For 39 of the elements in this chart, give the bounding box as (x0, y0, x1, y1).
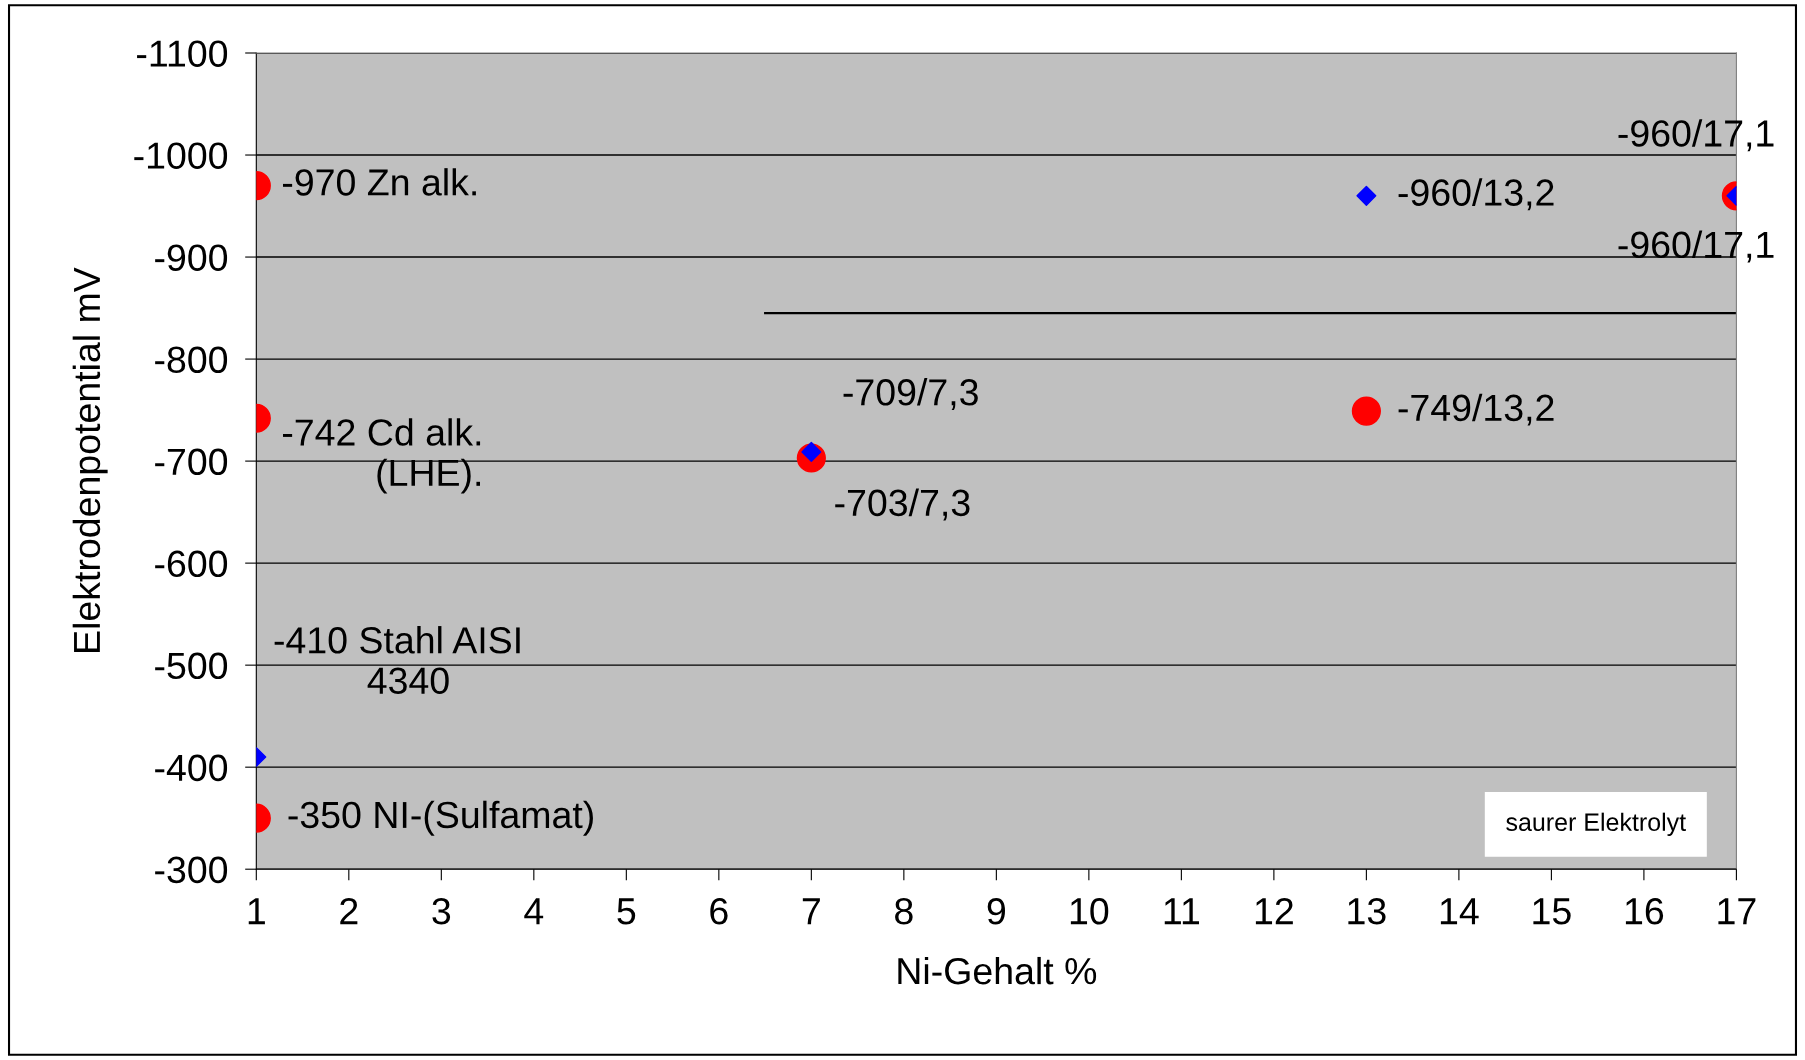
annotation: -970 Zn alk. (282, 168, 476, 196)
annotation: saurer Elektrolyt (1506, 812, 1686, 836)
annotation: -960/13,2 (1398, 178, 1554, 211)
x-tick-label: 17 (1718, 898, 1756, 925)
y-tick-label: -400 (155, 754, 228, 782)
x-tick-label: 16 (1625, 897, 1664, 925)
x-tick-label: 10 (1070, 897, 1109, 925)
annotation: -709/7,3 (843, 378, 978, 411)
annotation: -960/17,1 (1618, 119, 1774, 152)
y-tick-label: -1100 (137, 40, 228, 67)
x-tick-label: 7 (802, 898, 820, 925)
x-tick-label: 5 (617, 898, 636, 925)
x-tick-label: 14 (1440, 898, 1479, 925)
annotation: -350 NI-(Sulfamat) (288, 800, 593, 836)
y-tick-label: -800 (155, 346, 228, 374)
x-tick-label: 2 (340, 897, 358, 925)
y-tick-label: -500 (155, 652, 228, 680)
y-tick-label: -300 (155, 856, 228, 884)
y-tick-label: -900 (155, 244, 228, 272)
annotation: -410 Stahl AISI 4340 (274, 626, 520, 694)
x-tick-label: 6 (710, 897, 728, 925)
x-tick-label: 1 (248, 898, 265, 925)
x-tick-label: 9 (987, 897, 1006, 925)
x-tick-label: 15 (1533, 898, 1571, 925)
x-tick-label: 13 (1348, 897, 1386, 925)
x-tick-label: 8 (895, 897, 913, 925)
x-axis-title: Ni-Gehalt % (898, 956, 1097, 985)
x-tick-label: 3 (432, 897, 451, 925)
y-axis-title: Elektrodenpotential mV (72, 267, 108, 652)
annotation: -749/13,2 (1398, 393, 1554, 426)
y-tick-label: -1000 (134, 142, 228, 169)
annotation: -742 Cd alk. (LHE). (282, 418, 481, 494)
x-tick-label: 11 (1164, 898, 1200, 925)
x-tick-label: 4 (524, 898, 544, 925)
annotation: -960/17,1 (1618, 230, 1774, 263)
x-tick-label: 12 (1255, 897, 1293, 925)
y-tick-label: -700 (155, 448, 228, 476)
y-tick-label: -600 (155, 550, 228, 578)
annotation: -703/7,3 (835, 488, 970, 521)
